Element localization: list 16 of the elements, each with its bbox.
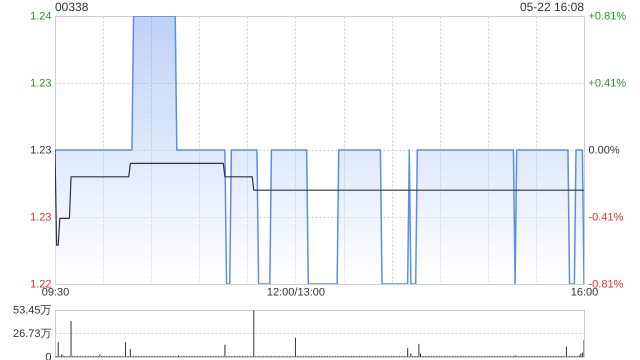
x-tick-label: 09:30 bbox=[42, 286, 70, 298]
y2-tick-label: +0.41% bbox=[588, 78, 626, 90]
x-tick-label: 16:00 bbox=[570, 286, 598, 298]
y-tick-label: 1.23 bbox=[30, 78, 52, 90]
y-tick-label: 1.24 bbox=[30, 10, 52, 22]
y2-tick-label: +0.81% bbox=[588, 10, 626, 22]
y-tick-label: 53.45万 bbox=[12, 304, 52, 316]
y2-tick-label: -0.41% bbox=[588, 212, 624, 224]
line-series bbox=[55, 149, 584, 246]
y-tick-label: 1.23 bbox=[30, 144, 52, 156]
x-tick-label: 12:00/13:00 bbox=[266, 286, 326, 298]
chart-title: 00338 bbox=[55, 0, 89, 14]
y-tick-label: 26.73万 bbox=[12, 328, 52, 340]
text: 05-22 16:08 bbox=[520, 0, 584, 14]
y2-tick-label: 0.00% bbox=[588, 144, 620, 156]
y-tick-label: 1.23 bbox=[30, 212, 52, 224]
